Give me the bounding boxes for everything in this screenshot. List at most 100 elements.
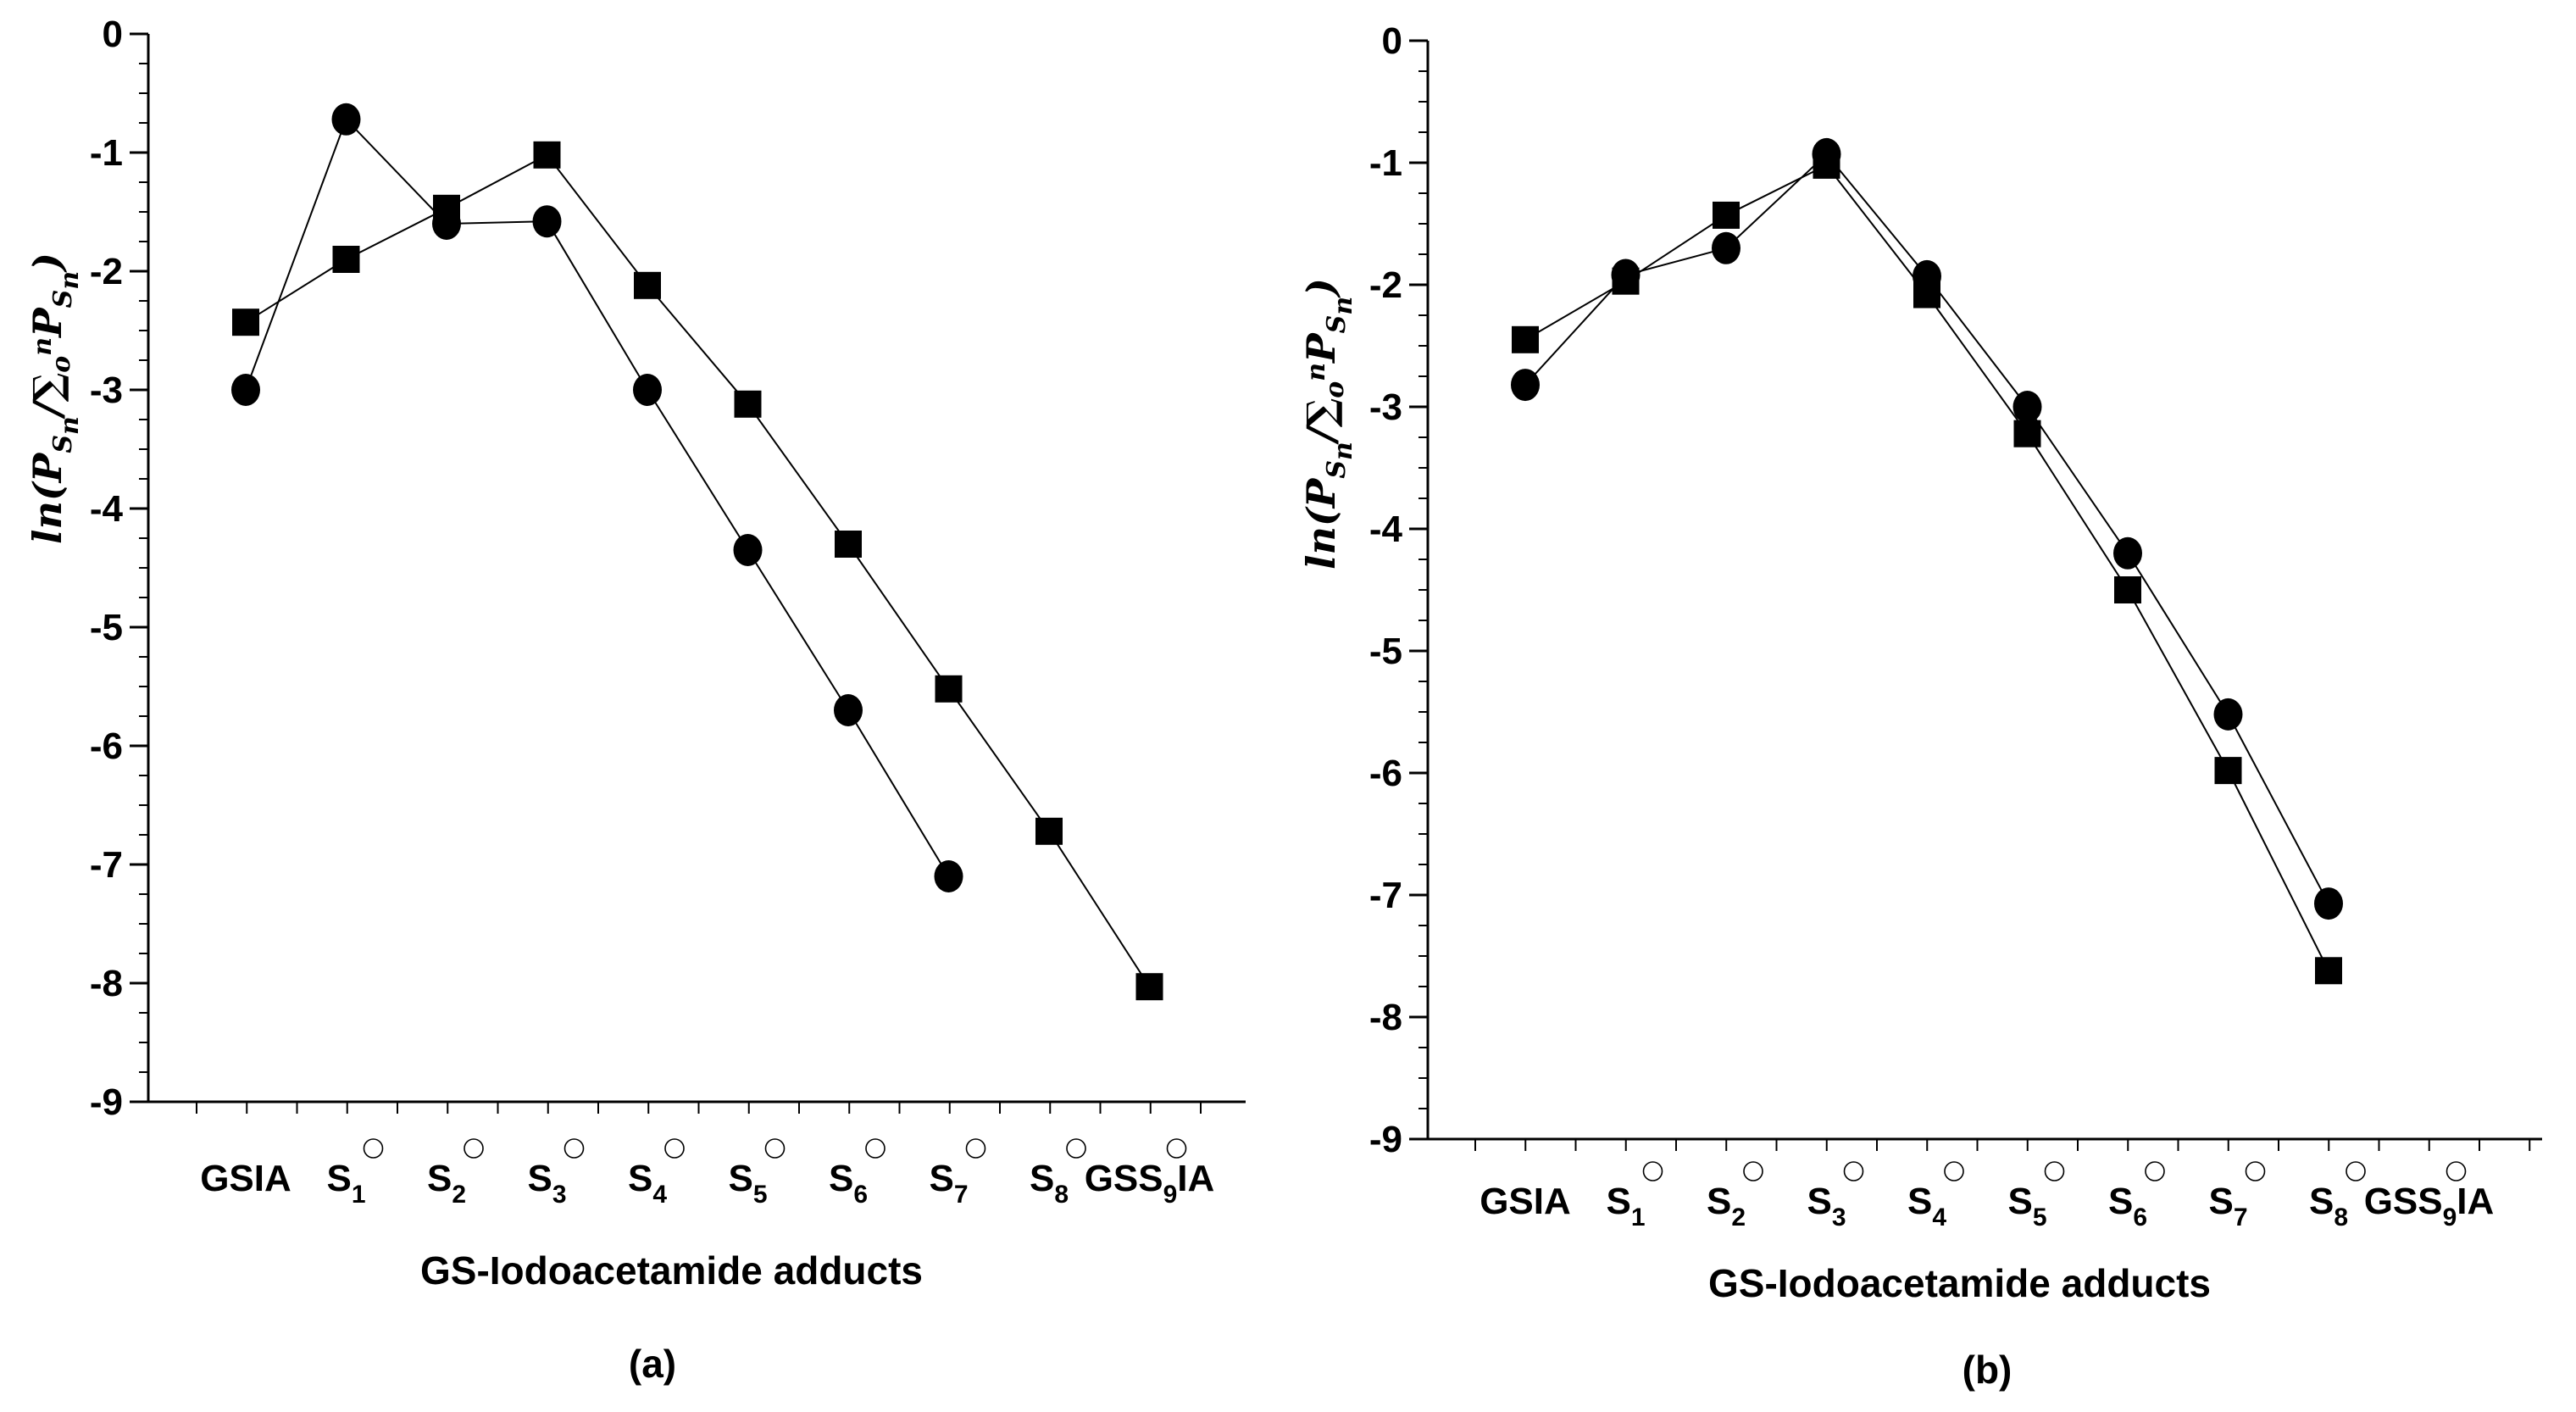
y-tick-label: -8 <box>1369 997 1402 1038</box>
data-point-square <box>2114 576 2141 603</box>
category-subscript: 8 <box>1054 1181 1069 1209</box>
x-category-label: S6 <box>2108 1181 2147 1231</box>
data-point-circle <box>231 374 260 406</box>
degree-circle-mark <box>1944 1161 1964 1181</box>
x-category-label: GSIA <box>200 1158 291 1199</box>
category-main: GSS <box>1085 1158 1163 1199</box>
category-subscript: 1 <box>1631 1204 1646 1231</box>
x-category-label: S6 <box>829 1158 868 1209</box>
x-category-label: S8 <box>2309 1181 2348 1231</box>
category-main: S <box>728 1158 752 1199</box>
category-subscript: 3 <box>1832 1204 1846 1231</box>
series-line-circles <box>245 117 950 877</box>
data-point-circle <box>1511 369 1540 402</box>
data-point-circle <box>2012 391 2042 423</box>
x-category-label: S7 <box>2208 1181 2247 1231</box>
degree-circle-mark <box>2346 1161 2366 1181</box>
x-category-label: S1 <box>1606 1181 1645 1231</box>
data-point-circle <box>432 208 461 240</box>
y-tick-label: -9 <box>1369 1119 1402 1160</box>
data-point-circle <box>2113 536 2142 570</box>
x-category-label: S7 <box>929 1158 968 1209</box>
x-category-label: S3 <box>1807 1181 1846 1231</box>
degree-circle-mark <box>363 1138 384 1159</box>
degree-circle-mark <box>2245 1161 2266 1181</box>
ylabel-n: n <box>1329 442 1358 460</box>
y-axis-title: ln(PSn/∑onPSn) <box>1298 278 1358 570</box>
data-point-square <box>2013 420 2041 448</box>
ylabel-n: n <box>1329 297 1358 315</box>
x-axis-title: GS-Iodoacetamide adducts <box>420 1248 923 1292</box>
data-point-circle <box>2213 698 2243 731</box>
data-point-square <box>935 675 963 703</box>
ylabel-p: P <box>25 452 70 484</box>
degree-circle-mark <box>1743 1161 1763 1181</box>
degree-circle-mark <box>564 1138 585 1159</box>
category-main: S <box>1907 1181 1932 1222</box>
category-subscript: 7 <box>2234 1204 2248 1231</box>
data-point-circle <box>934 860 963 892</box>
degree-circle-mark <box>2446 1161 2467 1181</box>
degree-circle-mark <box>2044 1161 2065 1181</box>
x-category-label: S5 <box>728 1158 767 1209</box>
data-point-square <box>734 390 762 418</box>
ylabel-p: P <box>1298 332 1344 364</box>
data-point-circle <box>1611 258 1641 292</box>
degree-circle-mark <box>1843 1161 1864 1181</box>
data-point-circle <box>532 205 562 238</box>
category-main: S <box>1030 1158 1054 1199</box>
ylabel-p: P <box>1298 477 1344 509</box>
degree-circle-mark <box>2145 1161 2165 1181</box>
y-tick-label: -4 <box>90 488 124 530</box>
category-subscript: 9 <box>1163 1181 1178 1209</box>
category-subscript: 6 <box>2133 1204 2147 1231</box>
degree-circle-mark <box>865 1138 886 1159</box>
ylabel-sum: /∑ <box>1298 398 1344 445</box>
category-main: S <box>628 1158 652 1199</box>
degree-circle-mark <box>1642 1161 1663 1181</box>
category-main: S <box>527 1158 552 1199</box>
ylabel-sum-upper: n <box>28 337 58 356</box>
data-point-circle <box>633 374 662 406</box>
category-main: S <box>326 1158 351 1199</box>
y-tick-label: -3 <box>90 370 123 411</box>
data-point-square <box>2315 957 2342 985</box>
ylabel-n: n <box>55 271 85 290</box>
ylabel-suffix: ) <box>1298 278 1344 298</box>
category-main: S <box>2309 1181 2334 1222</box>
x-category-label: GSS9IA <box>1085 1158 1215 1209</box>
ylabel-s: S <box>1322 315 1352 334</box>
ylabel-p: P <box>25 307 70 339</box>
data-point-square <box>634 271 661 299</box>
category-subscript: 3 <box>552 1181 567 1209</box>
y-tick-label: -4 <box>1369 509 1403 550</box>
category-main: S <box>829 1158 853 1199</box>
category-main: GSS <box>2364 1181 2443 1222</box>
y-tick-label: -5 <box>1369 631 1402 672</box>
category-main: S <box>1707 1181 1731 1222</box>
category-subscript: 6 <box>853 1181 868 1209</box>
category-subscript: 2 <box>1731 1204 1746 1231</box>
degree-circle-mark <box>965 1138 986 1159</box>
ylabel-sum-lower: o <box>47 356 76 373</box>
x-category-label: S1 <box>326 1158 365 1209</box>
degree-circle-mark <box>1166 1138 1187 1159</box>
category-subscript: 5 <box>2033 1204 2047 1231</box>
category-main: S <box>1807 1181 1831 1222</box>
degree-circle-mark <box>764 1138 786 1159</box>
degree-circle-mark <box>464 1138 484 1159</box>
category-subscript: 4 <box>1932 1204 1946 1231</box>
y-tick-label: -1 <box>90 132 123 174</box>
x-category-label: S2 <box>427 1158 466 1209</box>
y-tick-label: -2 <box>90 251 123 292</box>
series-line-squares <box>245 153 1151 987</box>
data-point-square <box>2214 757 2242 785</box>
ylabel-sum-lower: o <box>1320 381 1350 398</box>
category-main: S <box>427 1158 452 1199</box>
category-subscript: 5 <box>753 1181 768 1209</box>
ylabel-s: S <box>48 435 78 453</box>
category-subscript: 8 <box>2334 1204 2348 1231</box>
y-tick-label: -6 <box>90 725 123 767</box>
y-tick-label: -7 <box>1369 875 1402 916</box>
